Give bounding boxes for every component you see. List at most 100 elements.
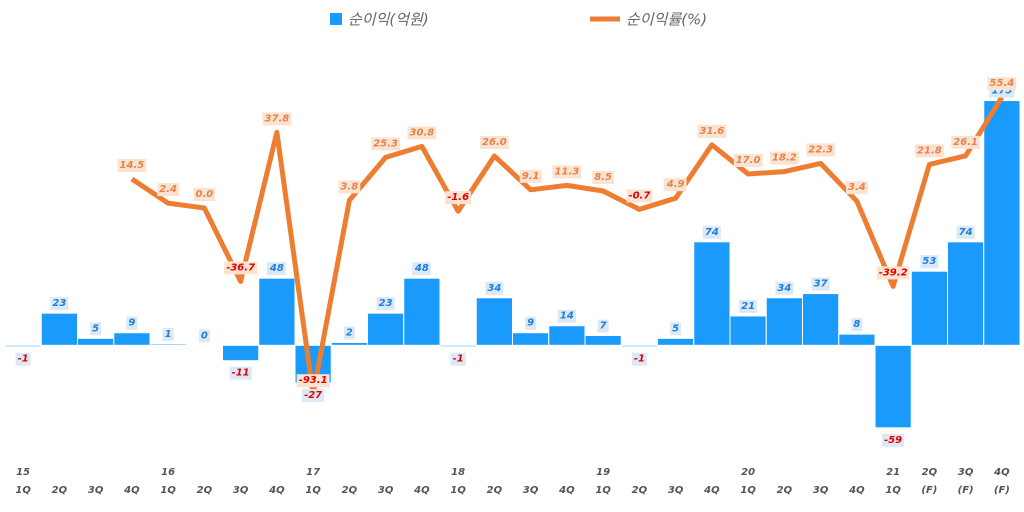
x-tick-label: 4Q (F) <box>993 467 1010 496</box>
x-tick-line: 3Q <box>668 485 684 496</box>
data-label-bg <box>552 165 582 179</box>
x-tick-line: 17 <box>306 467 320 478</box>
x-tick-label: 3Q <box>88 485 104 496</box>
data-label: 8.5 <box>594 172 612 183</box>
bar <box>947 241 985 346</box>
x-tick-line: 4Q <box>558 485 575 496</box>
bar <box>113 332 151 346</box>
x-tick-label: 2Q (F) <box>921 467 937 496</box>
x-tick-label: 2Q <box>632 485 648 496</box>
data-label: 21 <box>741 301 755 312</box>
data-label: 23 <box>379 298 393 309</box>
data-label-bg <box>229 366 252 380</box>
x-tick-line: 1Q <box>305 485 321 496</box>
x-tick-line: 3Q <box>233 485 249 496</box>
x-tick-line: 1Q <box>885 485 901 496</box>
data-label: 74 <box>959 227 973 238</box>
data-label: 48 <box>414 263 429 274</box>
data-label-bg <box>951 135 980 149</box>
data-label-bg <box>733 154 763 167</box>
data-label-bg <box>117 159 147 172</box>
bar <box>983 100 1021 346</box>
data-label: 21.8 <box>917 145 942 156</box>
x-tick-line: 4Q <box>413 485 430 496</box>
bar <box>802 293 840 346</box>
data-label: 37.8 <box>265 113 290 124</box>
data-label-bg <box>90 322 102 336</box>
bar <box>367 312 405 346</box>
data-label-bg <box>162 327 174 341</box>
bar <box>620 344 658 348</box>
data-label-bg <box>224 261 258 275</box>
data-label-bg <box>371 137 400 151</box>
x-tick-line: 20 <box>741 467 755 478</box>
x-tick-label: 19 1Q <box>595 467 611 496</box>
bar <box>874 344 912 429</box>
data-label-bg <box>876 266 910 280</box>
data-label: 2.4 <box>159 184 177 195</box>
bar <box>403 277 441 346</box>
bar <box>729 315 767 346</box>
labels: -1 23 5 9 1 0 -11 48 -27 2 23 48 -1 34 9 14 7 -1 5 74 21 34 37… <box>15 77 1017 447</box>
x-tick-label: 21 1Q <box>885 467 901 496</box>
data-label-bg <box>126 316 138 330</box>
bar <box>4 344 42 348</box>
legend-swatch <box>330 13 342 25</box>
x-tick-line: 18 <box>451 467 465 478</box>
x-tick-line: 3Q <box>813 485 829 496</box>
data-label-bg <box>851 318 863 332</box>
data-label-bg <box>915 144 944 158</box>
data-label-bg <box>262 112 292 126</box>
data-label: 8 <box>853 319 860 330</box>
x-tick-label: 4Q <box>558 485 575 496</box>
data-label-bg <box>480 136 509 149</box>
data-label-bg <box>407 126 437 140</box>
x-tick-line: 3Q <box>378 485 394 496</box>
data-label-bg <box>343 326 355 340</box>
data-label-bg <box>920 255 939 269</box>
x-tick-line: 4Q <box>123 485 140 496</box>
x-tick-line: 2Q <box>197 485 213 496</box>
data-label-bg <box>846 181 868 195</box>
x-tick-line: 4Q <box>703 485 720 496</box>
line <box>130 95 1005 397</box>
data-label: -1.6 <box>447 192 469 203</box>
bar <box>910 270 948 346</box>
bar <box>657 337 695 346</box>
bar <box>548 325 586 346</box>
x-tick-line: 2Q <box>632 485 648 496</box>
data-label-bg <box>811 277 830 291</box>
bar <box>838 333 876 346</box>
legend-label: 순이익률(%) <box>626 11 707 29</box>
data-label: -1 <box>18 354 29 365</box>
data-label: 1 <box>165 329 172 340</box>
x-tick-line: 4Q <box>848 485 865 496</box>
x-tick-label: 2Q <box>487 485 503 496</box>
data-label-bg <box>198 329 210 343</box>
data-label: 31.6 <box>700 126 725 137</box>
x-tick-label: 4Q <box>703 485 720 496</box>
data-label-bg <box>376 297 395 311</box>
x-tick-line: (F) <box>921 485 937 496</box>
data-label: 5 <box>672 323 679 334</box>
data-label-bg <box>450 352 466 366</box>
data-label: -59 <box>884 435 902 446</box>
bar <box>512 332 550 346</box>
data-label: -1 <box>634 354 645 365</box>
data-label-bg <box>882 433 905 447</box>
data-label-bg <box>702 225 721 239</box>
data-label: 25.3 <box>373 138 398 149</box>
data-label-bg <box>15 352 31 366</box>
x-tick-label: 3Q <box>378 485 394 496</box>
bar <box>185 344 223 347</box>
data-label-bg <box>50 297 69 311</box>
x-tick-label: 3Q (F) <box>958 467 974 496</box>
data-label-bg <box>557 309 576 323</box>
x-tick-label: 2Q <box>777 485 793 496</box>
data-label: 17.0 <box>736 155 761 166</box>
x-tick-line: 1Q <box>450 485 466 496</box>
data-label-bg <box>775 281 794 295</box>
data-label: -39.2 <box>879 267 908 278</box>
data-label-bg <box>193 188 216 201</box>
data-label-bg <box>157 183 180 197</box>
